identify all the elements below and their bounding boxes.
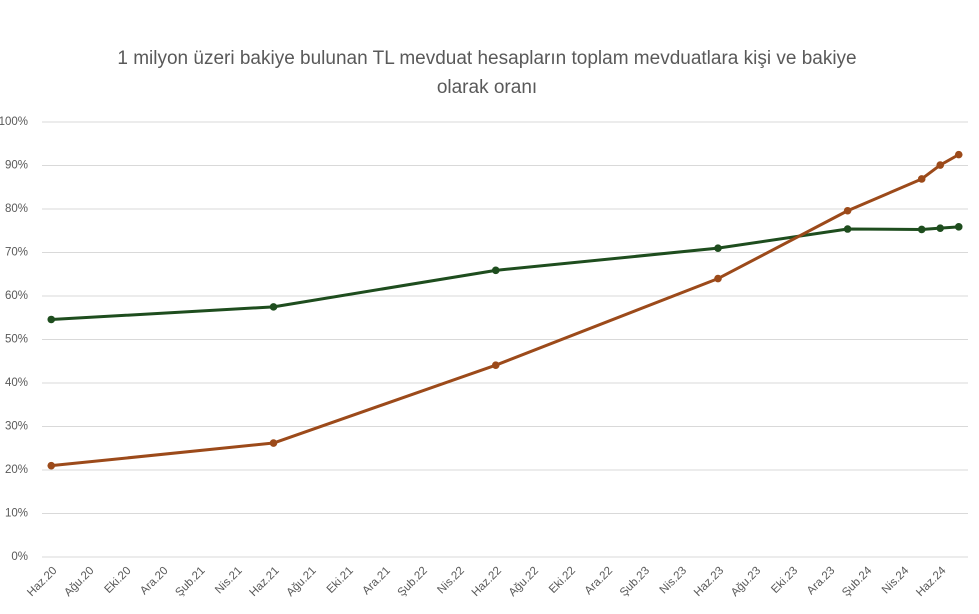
x-tick-label: Haz.21 [248,565,282,599]
point [47,461,56,470]
x-tick-label: Ara.21 [360,565,392,597]
x-tick-label: Nis.23 [658,565,690,597]
line [51,153,960,468]
point [714,244,722,252]
x-tick-label: Eki.20 [103,565,134,596]
series [47,150,963,470]
line [51,225,959,321]
y-tick-label: 50% [5,334,28,346]
x-tick-label: Eki.22 [547,565,578,596]
x-tick-label: Haz.23 [692,565,726,599]
y-tick-label: 80% [5,203,28,215]
point [491,266,500,275]
y-tick-label: 70% [5,247,28,259]
x-tick-label: Şub.22 [396,565,430,599]
x-tick-label: Nis.22 [435,565,467,597]
x-tick-label: Ara.20 [138,565,170,597]
x-tick-label: Haz.24 [914,564,949,599]
x-tick-label: Haz.22 [470,565,504,599]
x-tick-label: Şub.24 [840,564,875,599]
point [269,439,278,447]
x-tick-label: Ağu.22 [507,565,541,599]
x-tick-label: Ara.22 [583,565,615,597]
x-tick-label: Nis.24 [880,564,912,596]
x-tick-label: Şub.23 [618,565,652,599]
x-tick-label: Nis.21 [213,565,245,597]
x-tick-label: Ağu.21 [285,565,319,599]
point [714,274,722,283]
point [936,161,945,169]
point [47,315,56,324]
point [491,361,500,369]
point [954,150,963,159]
point [843,225,852,233]
y-tick-label: 0% [11,551,28,563]
series [47,223,963,324]
x-tick-label: Ara.23 [805,565,837,597]
y-tick-label: 90% [5,160,28,172]
point [843,206,852,215]
x-tick-label: Haz.20 [25,565,59,599]
y-tick-label: 10% [5,508,28,520]
x-tick-label: Ağu.20 [62,565,96,599]
point [936,224,945,232]
y-tick-label: 40% [5,377,28,389]
y-tick-label: 30% [5,421,28,433]
point [269,303,278,311]
point [954,223,963,231]
x-tick-label: Ağu.23 [729,565,763,599]
chart-title: 1 milyon üzeri bakiye bulunan TL mevduat… [117,48,857,98]
point [917,175,926,183]
y-tick-label: 20% [5,464,28,476]
y-tick-label: 60% [5,290,28,302]
x-tick-label: Şub.21 [173,565,207,599]
y-tick-label: 100% [0,116,28,128]
x-tick-label: Eki.21 [325,565,356,596]
x-tick-label: Eki.23 [769,565,800,596]
point [917,225,926,234]
